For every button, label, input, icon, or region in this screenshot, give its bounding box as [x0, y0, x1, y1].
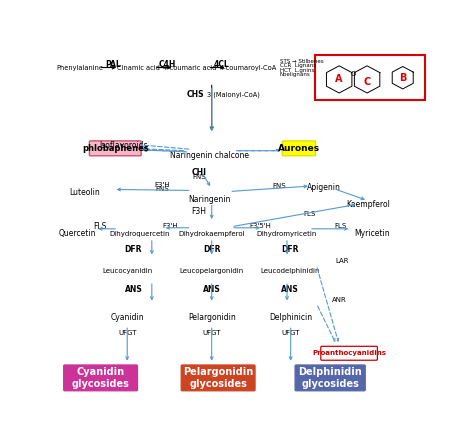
Text: Pelargonidin
glycosides: Pelargonidin glycosides — [183, 367, 253, 389]
Text: C: C — [364, 77, 371, 87]
Text: UFGT: UFGT — [118, 330, 137, 336]
Text: F3H: F3H — [191, 207, 206, 217]
Text: Leucocyanidin: Leucocyanidin — [102, 268, 152, 274]
Text: O: O — [350, 71, 356, 77]
Text: Luteolin: Luteolin — [70, 187, 100, 197]
Text: Delphinicin: Delphinicin — [269, 313, 312, 321]
Text: CHI: CHI — [191, 168, 206, 177]
Text: STS → Stilbenes: STS → Stilbenes — [280, 59, 323, 64]
Text: Apigenin: Apigenin — [307, 183, 341, 191]
Text: Cinamic acid: Cinamic acid — [117, 65, 160, 71]
Text: 4-coumaroyl-CoA: 4-coumaroyl-CoA — [220, 65, 277, 71]
Text: UFGT: UFGT — [202, 330, 221, 336]
Text: Leucodelphinidin: Leucodelphinidin — [260, 268, 319, 274]
FancyBboxPatch shape — [64, 365, 137, 391]
Text: Myricetin: Myricetin — [355, 229, 390, 238]
Text: FNS: FNS — [273, 183, 286, 189]
Text: Isoflavoroids: Isoflavoroids — [99, 141, 148, 150]
Text: phlobaphenes: phlobaphenes — [82, 144, 149, 153]
Text: Naringenin: Naringenin — [189, 195, 231, 204]
Text: FLS: FLS — [303, 211, 315, 217]
Text: F3'H: F3'H — [155, 182, 170, 188]
Text: Dihydrokaempferol: Dihydrokaempferol — [178, 231, 245, 236]
Text: Kaempferol: Kaempferol — [346, 199, 390, 209]
Text: Dihydromyricetin: Dihydromyricetin — [256, 231, 317, 236]
Text: Aurones: Aurones — [278, 144, 320, 153]
FancyBboxPatch shape — [282, 141, 316, 156]
Text: Cyanidin
glycosides: Cyanidin glycosides — [72, 367, 129, 389]
Text: ANS: ANS — [281, 285, 299, 295]
Text: DFR: DFR — [125, 245, 142, 254]
Text: F3'5'H: F3'5'H — [250, 223, 272, 229]
Text: ANS: ANS — [203, 285, 220, 295]
Text: Leucopelargonidin: Leucopelargonidin — [180, 268, 244, 274]
Text: Cyanidin: Cyanidin — [110, 313, 144, 321]
Text: Dihydroquercetin: Dihydroquercetin — [109, 231, 170, 236]
FancyBboxPatch shape — [321, 346, 377, 360]
Text: FNS: FNS — [155, 187, 169, 192]
Text: 4CL: 4CL — [214, 60, 230, 69]
Text: DFR: DFR — [203, 245, 220, 254]
Text: FLS: FLS — [94, 221, 107, 231]
Text: F3'H: F3'H — [163, 223, 178, 229]
Text: LAR: LAR — [336, 258, 349, 264]
Text: A: A — [336, 75, 343, 84]
FancyBboxPatch shape — [90, 141, 141, 156]
FancyBboxPatch shape — [181, 365, 255, 391]
Text: CCR  Lignans: CCR Lignans — [280, 64, 316, 68]
Text: Proanthocyanidins: Proanthocyanidins — [312, 350, 386, 356]
Text: 4-coumaric acid: 4-coumaric acid — [163, 65, 216, 71]
Text: FLS: FLS — [334, 223, 346, 229]
Text: ANS: ANS — [125, 285, 142, 295]
Text: Noelignans: Noelignans — [280, 72, 310, 77]
Text: 3 (Malonyl-CoA): 3 (Malonyl-CoA) — [207, 91, 260, 97]
Text: ANR: ANR — [332, 297, 346, 303]
Text: FNS: FNS — [192, 173, 206, 179]
Text: UFGT: UFGT — [282, 330, 300, 336]
Text: HCT  L.gnins: HCT L.gnins — [280, 68, 314, 73]
Text: PAL: PAL — [106, 60, 121, 69]
Text: Phenylalanine: Phenylalanine — [56, 65, 103, 71]
Text: Quercetin: Quercetin — [58, 229, 96, 238]
Text: Pelargonidin: Pelargonidin — [188, 313, 236, 321]
FancyBboxPatch shape — [295, 365, 365, 391]
Text: CHS: CHS — [186, 90, 204, 99]
Text: C4H: C4H — [158, 60, 175, 69]
Bar — [315, 55, 425, 101]
Text: DFR: DFR — [281, 245, 299, 254]
Text: Naringenin chalcone: Naringenin chalcone — [170, 151, 249, 160]
Text: Delphinidin
glycosides: Delphinidin glycosides — [298, 367, 362, 389]
Text: B: B — [399, 73, 406, 83]
